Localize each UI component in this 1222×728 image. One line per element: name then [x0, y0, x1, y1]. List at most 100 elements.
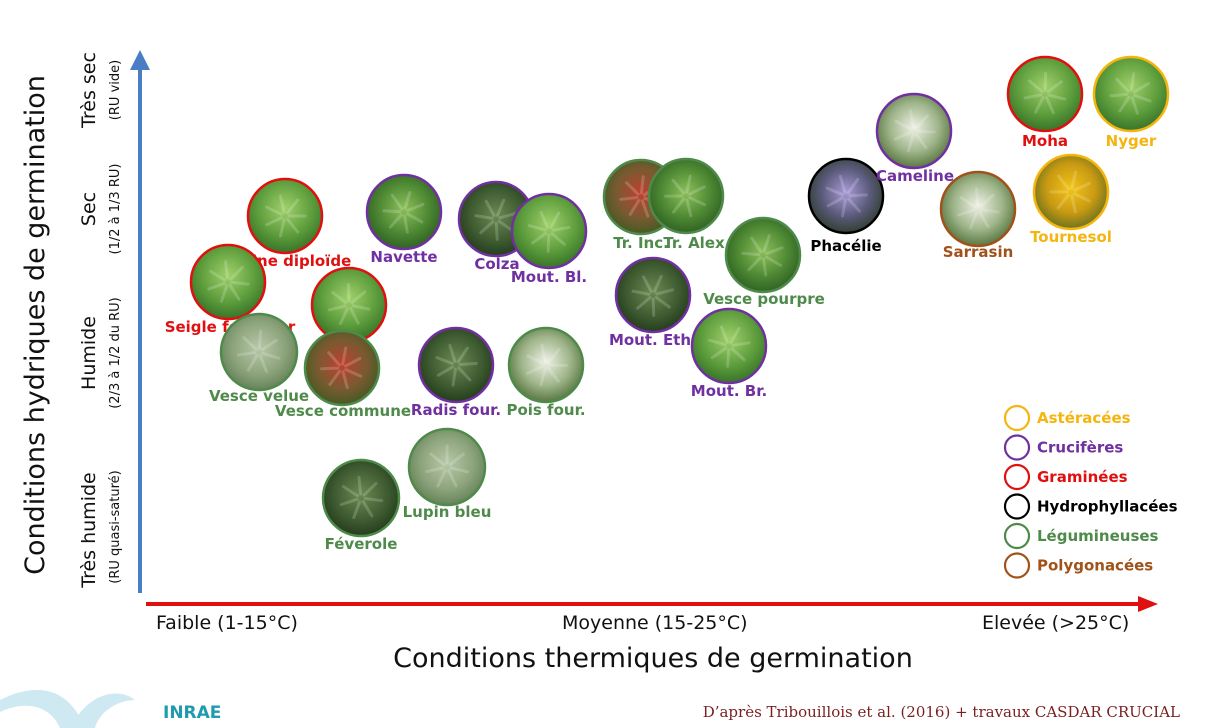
foliage-texture: [258, 354, 268, 374]
plant-photo: [690, 307, 768, 385]
foliage-texture: [539, 210, 549, 229]
y-level-sub: (RU vide): [108, 60, 123, 120]
foliage-texture: [546, 366, 560, 383]
plant-sarrasin: Sarrasin: [939, 170, 1017, 261]
plant-phacelie: Phacélie: [807, 157, 885, 255]
legend: Astéracées Crucifères Graminées Hydrophylla…: [1003, 404, 1178, 579]
y-level-dry: Sec (1/2 à 1/3 RU): [78, 164, 123, 255]
foliage-texture: [547, 347, 561, 364]
foliage-texture: [349, 307, 360, 325]
foliage-texture: [894, 119, 912, 131]
y-level-sub: (RU quasi-saturé): [108, 470, 123, 584]
plant-label: Féverole: [325, 535, 398, 553]
foliage-texture: [447, 469, 458, 488]
plant-photo: [417, 326, 495, 404]
foliage-texture: [242, 336, 258, 351]
plant-photo: [507, 326, 585, 404]
foliage-texture: [1034, 96, 1045, 114]
foliage-texture: [436, 469, 447, 488]
foliage-texture: [435, 356, 454, 366]
foliage-texture: [764, 255, 782, 267]
foliage-texture: [286, 217, 300, 234]
foliage-texture: [1070, 194, 1077, 214]
foliage-texture: [449, 466, 469, 474]
foliage-texture: [230, 280, 250, 286]
foliage-texture: [731, 341, 751, 347]
foliage-texture: [688, 185, 706, 196]
foliage-texture: [403, 190, 412, 210]
foliage-texture: [344, 368, 363, 378]
plant-photo: [246, 177, 324, 255]
foliage-texture: [278, 218, 286, 238]
plant-label: Colza: [474, 255, 519, 273]
foliage-texture: [339, 307, 349, 326]
foliage-texture: [331, 291, 348, 305]
foliage-texture: [458, 361, 478, 367]
foliage-texture: [246, 354, 259, 372]
plant-photo: [875, 92, 953, 170]
foliage-texture: [260, 338, 278, 352]
foliage-texture: [893, 131, 912, 141]
foliage-texture: [847, 197, 862, 213]
legend-circle-icon: [1003, 522, 1031, 550]
foliage-texture: [236, 351, 257, 357]
foliage-texture: [1109, 92, 1129, 98]
foliage-texture: [224, 260, 230, 280]
foliage-texture: [710, 346, 728, 360]
foliage-texture: [838, 174, 847, 194]
foliage-texture: [619, 195, 639, 201]
plant-photo: [365, 173, 443, 251]
legend-item-graminees: Graminées: [1003, 463, 1128, 491]
foliage-texture: [209, 269, 227, 282]
plant-photo: [189, 243, 267, 321]
inrae-logo: INRAE: [163, 703, 221, 723]
foliage-texture: [406, 212, 424, 224]
plant-photo: [321, 458, 401, 538]
legend-circle-icon: [1003, 493, 1031, 520]
foliage-texture: [451, 367, 457, 387]
plant-photo: [939, 170, 1017, 248]
legend-item-hydrophyllacees: Hydrophyllacées: [1003, 493, 1178, 520]
foliage-texture: [908, 109, 915, 129]
plant-label: Vesce pourpre: [703, 290, 825, 308]
foliage-texture: [1130, 72, 1136, 92]
foliage-texture: [339, 497, 359, 507]
legend-item-asteracees: Astéracées: [1003, 404, 1131, 432]
y-level-main: Humide: [78, 316, 100, 390]
legend-circle-icon: [1003, 463, 1031, 491]
foliage-texture: [526, 354, 544, 365]
x-tick-low: Faible (1-15°C): [156, 612, 298, 634]
foliage-texture: [341, 346, 348, 366]
y-level-sub: (2/3 à 1/2 du RU): [108, 297, 123, 409]
legend-label: Graminées: [1037, 468, 1128, 486]
foliage-texture: [762, 234, 771, 253]
foliage-texture: [350, 290, 367, 304]
plant-moha: Moha: [1006, 55, 1084, 150]
citation: D’après Tribouillois et al. (2016) + tra…: [703, 703, 1180, 721]
foliage-texture: [628, 198, 641, 216]
y-level-main: Très sec: [78, 52, 100, 129]
foliage-texture: [551, 225, 571, 232]
y-level-very-dry: Très sec (RU vide): [78, 52, 123, 129]
plant-colza: Colza: [457, 180, 535, 273]
foliage-texture: [498, 211, 518, 220]
foliage-texture: [640, 199, 650, 218]
plant-label: Vesce commune: [275, 402, 411, 420]
foliage-texture: [916, 129, 936, 134]
foliage-texture: [726, 348, 731, 368]
foliage-texture: [907, 133, 915, 153]
legend-circle-icon: [1003, 434, 1031, 461]
foliage-texture: [957, 208, 976, 217]
foliage-texture: [671, 178, 685, 195]
x-tick-high: Elevée (>25°C): [982, 612, 1129, 634]
plant-lupin-bleu: Lupin bleu: [403, 427, 491, 521]
legend-circle-icon: [1003, 552, 1031, 579]
legend-label: Légumineuses: [1037, 527, 1159, 545]
foliage-texture: [747, 256, 762, 272]
foliage-texture: [636, 296, 652, 310]
plant-label: Pois four.: [506, 401, 585, 419]
foliage-texture: [351, 304, 371, 311]
foliage-texture: [969, 211, 979, 230]
foliage-texture: [1046, 80, 1063, 94]
